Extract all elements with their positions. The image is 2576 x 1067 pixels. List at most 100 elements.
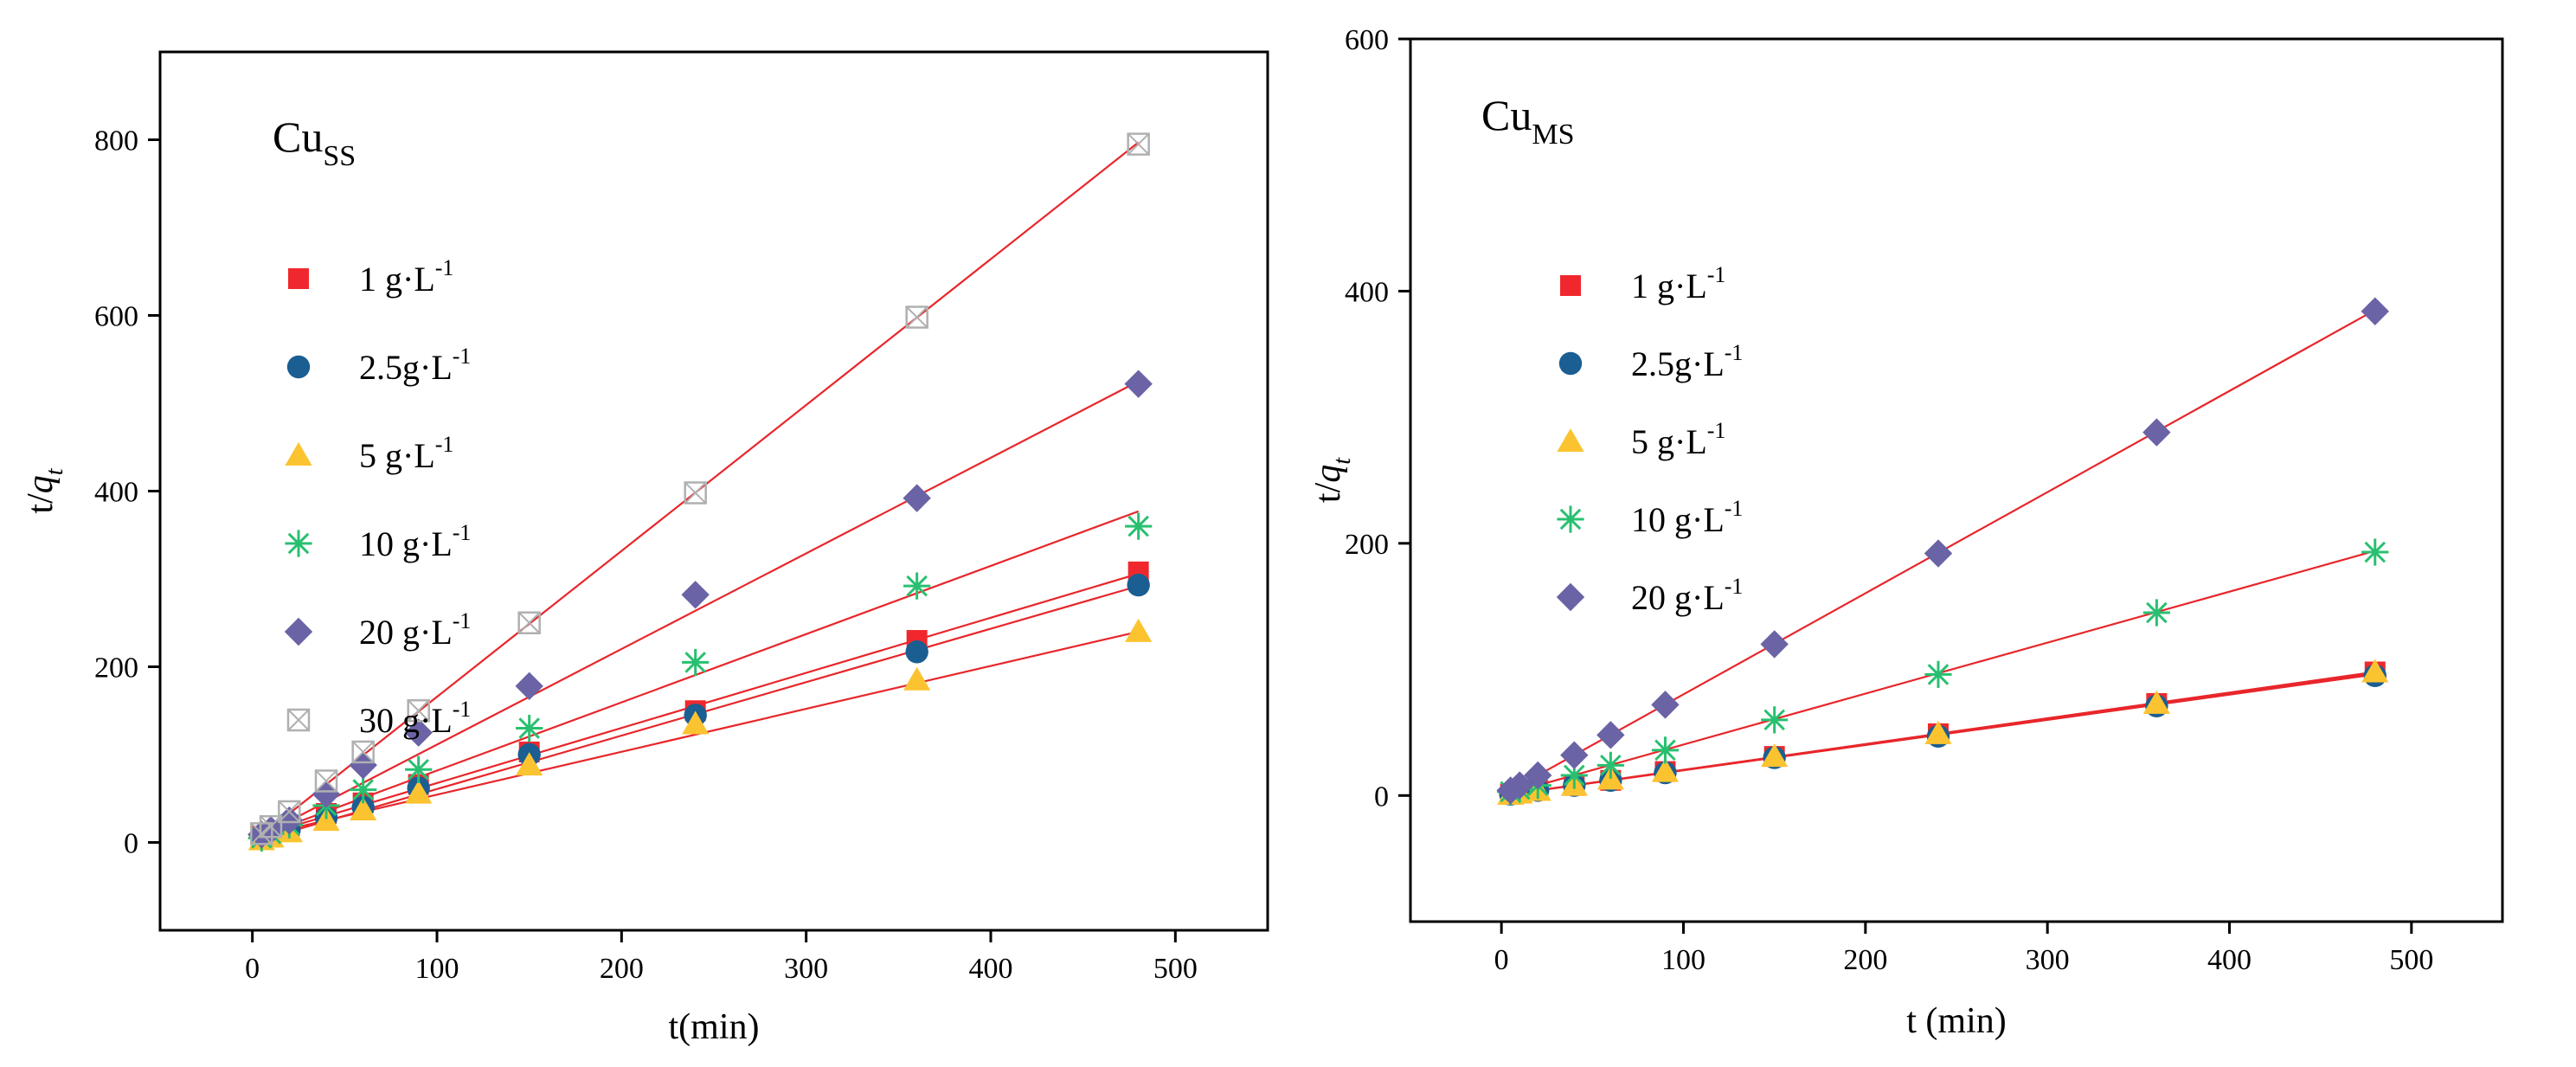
data-point-cross [315, 769, 337, 793]
y-axis-label-q: q [1308, 465, 1348, 483]
legend-label-text: 10 g·L [1631, 500, 1725, 539]
y-axis-label: t/qt [21, 467, 68, 513]
legend-label: 2.5g·L-1 [359, 344, 471, 387]
legend-marker [286, 708, 311, 732]
data-point [903, 666, 931, 691]
data-point [312, 807, 340, 832]
data-point [405, 755, 433, 783]
data-point [1127, 132, 1150, 156]
legend-label-sup: -1 [435, 255, 454, 280]
data-point-cross [905, 305, 928, 329]
data-point-cross [278, 800, 301, 823]
legend-marker-cross [287, 709, 310, 731]
panel-title: CuSS [273, 112, 356, 172]
data-point [682, 648, 710, 677]
legend-marker-box [286, 708, 311, 732]
data-point [1560, 762, 1588, 789]
legend-label-text: 30 g·L [359, 701, 453, 740]
data-point-box [517, 611, 541, 634]
legend-label-text: 1 g·L [1631, 267, 1707, 305]
x-tick-label: 300 [2026, 944, 2070, 976]
data-point-cross [517, 612, 541, 634]
data-point-box [278, 800, 301, 824]
legend-marker [286, 355, 311, 379]
fit-line [260, 510, 1140, 837]
data-point-cross [407, 699, 430, 722]
legend-label: 5 g·L-1 [359, 432, 453, 475]
data-point-box [407, 699, 430, 723]
data-point [905, 305, 928, 329]
legend-label: 10 g·L-1 [1631, 496, 1743, 539]
y-tick-label: 200 [1345, 529, 1389, 561]
x-tick-label: 100 [1661, 944, 1706, 976]
data-point [516, 752, 543, 776]
legend-label-text: 10 g·L [359, 524, 453, 563]
x-tick-label: 400 [969, 953, 1013, 985]
data-point [259, 814, 283, 839]
panel-title-sub: MS [1532, 119, 1574, 151]
data-point [1651, 691, 1680, 719]
panel-title-sub: SS [323, 140, 356, 172]
legend-label: 20 g·L-1 [359, 608, 471, 652]
data-point-box [314, 769, 338, 793]
y-tick-label: 0 [124, 828, 138, 860]
data-point-box [1127, 132, 1150, 156]
y-axis-label-main: t/ [21, 493, 61, 514]
series-5 [250, 132, 1150, 845]
data-point [405, 780, 433, 804]
legend-label: 2.5g·L-1 [1631, 340, 1743, 383]
legend-label: 1 g·L-1 [359, 255, 453, 299]
data-point [681, 581, 710, 609]
data-point [404, 718, 433, 747]
legend-label: 1 g·L-1 [1631, 262, 1725, 305]
legend-label-sup: -1 [1725, 496, 1744, 521]
data-point-cross [351, 741, 375, 763]
plot-frame [1409, 37, 2504, 923]
legend-label-sup: -1 [453, 608, 472, 633]
y-tick-label: 200 [94, 652, 138, 685]
x-tick-label: 400 [2207, 944, 2252, 976]
data-point [1924, 720, 1952, 744]
data-point [350, 796, 377, 820]
data-point-cross [684, 481, 707, 505]
data-point [682, 710, 710, 735]
x-tick-label: 200 [600, 953, 644, 985]
x-tick-label: 200 [1843, 944, 1887, 976]
panel-title-main: Cu [1481, 91, 1532, 139]
data-point [312, 780, 341, 808]
x-tick-label: 0 [1494, 944, 1509, 976]
data-point [1651, 758, 1680, 782]
legend-label-sup: -1 [453, 697, 472, 722]
data-point [1924, 539, 1953, 568]
data-point [517, 611, 541, 634]
legend-label: 10 g·L-1 [359, 520, 471, 563]
data-point [2142, 418, 2171, 447]
data-point [314, 769, 338, 793]
legend-label-text: 20 g·L [1631, 578, 1725, 617]
legend-label-sup: -1 [453, 520, 472, 545]
y-tick-label: 800 [94, 125, 138, 157]
data-point [684, 481, 707, 505]
legend-label-text: 2.5g·L [1631, 344, 1725, 383]
data-point [1760, 630, 1789, 659]
data-point [905, 640, 928, 664]
y-tick-label: 600 [94, 301, 138, 333]
data-point [1127, 573, 1150, 597]
data-point [1560, 741, 1589, 769]
data-point [2361, 659, 2389, 683]
legend-label: 5 g·L-1 [1631, 418, 1725, 461]
x-tick-label: 100 [415, 953, 459, 985]
data-point [250, 822, 273, 845]
data-point [350, 776, 377, 804]
data-point [903, 484, 931, 512]
legend-label-text: 20 g·L [359, 613, 453, 652]
legend-marker [1557, 505, 1584, 533]
data-point [1506, 771, 1534, 800]
chart-panel-cu-ms: 0 100 200 300 400 500 0 200 400 600 t (min) t/qt CuM… [1308, 24, 2504, 1041]
legend-label-sup: -1 [1707, 418, 1726, 443]
data-point [278, 800, 301, 824]
legend-marker [285, 530, 312, 557]
data-point-cross [1127, 132, 1150, 156]
